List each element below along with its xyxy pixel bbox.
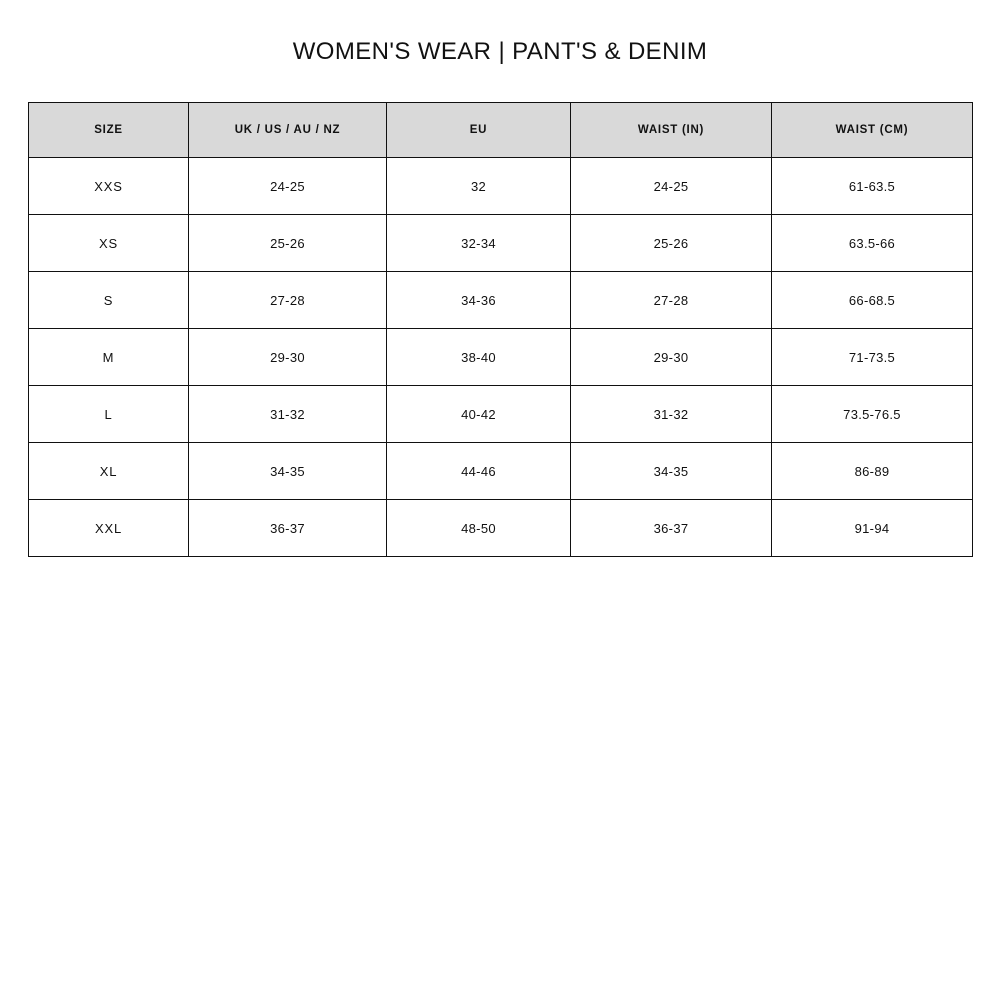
table-row: XL 34-35 44-46 34-35 86-89 [28, 442, 973, 500]
cell-eu: 32-34 [386, 214, 571, 272]
table-row: XXS 24-25 32 24-25 61-63.5 [28, 157, 973, 215]
table-body: XXS 24-25 32 24-25 61-63.5 XS 25-26 32-3… [28, 157, 973, 557]
cell-uk-us-au-nz: 25-26 [188, 214, 387, 272]
cell-uk-us-au-nz: 29-30 [188, 328, 387, 386]
cell-waist-cm: 61-63.5 [771, 157, 973, 215]
cell-size: XXS [28, 157, 189, 215]
table-row: XXL 36-37 48-50 36-37 91-94 [28, 499, 973, 557]
cell-waist-cm: 91-94 [771, 499, 973, 557]
page-title: WOMEN'S WEAR | PANT'S & DENIM [292, 38, 708, 65]
cell-size: S [28, 271, 189, 329]
cell-waist-in: 24-25 [570, 157, 772, 215]
cell-waist-in: 27-28 [570, 271, 772, 329]
cell-eu: 44-46 [386, 442, 571, 500]
cell-eu: 40-42 [386, 385, 571, 443]
cell-waist-in: 31-32 [570, 385, 772, 443]
cell-uk-us-au-nz: 24-25 [188, 157, 387, 215]
cell-uk-us-au-nz: 27-28 [188, 271, 387, 329]
table-header-row: SIZE UK / US / AU / NZ EU WAIST (IN) WAI… [28, 102, 973, 158]
cell-eu: 32 [386, 157, 571, 215]
table-row: L 31-32 40-42 31-32 73.5-76.5 [28, 385, 973, 443]
table-row: S 27-28 34-36 27-28 66-68.5 [28, 271, 973, 329]
cell-waist-in: 29-30 [570, 328, 772, 386]
cell-waist-cm: 66-68.5 [771, 271, 973, 329]
cell-size: M [28, 328, 189, 386]
cell-uk-us-au-nz: 31-32 [188, 385, 387, 443]
cell-eu: 34-36 [386, 271, 571, 329]
cell-waist-in: 36-37 [570, 499, 772, 557]
size-chart-table: SIZE UK / US / AU / NZ EU WAIST (IN) WAI… [28, 102, 973, 557]
cell-eu: 38-40 [386, 328, 571, 386]
cell-uk-us-au-nz: 36-37 [188, 499, 387, 557]
cell-waist-cm: 86-89 [771, 442, 973, 500]
cell-size: XL [28, 442, 189, 500]
table-row: XS 25-26 32-34 25-26 63.5-66 [28, 214, 973, 272]
column-header-waist-in: WAIST (IN) [570, 102, 772, 158]
cell-waist-cm: 71-73.5 [771, 328, 973, 386]
column-header-size: SIZE [28, 102, 189, 158]
column-header-eu: EU [386, 102, 571, 158]
cell-uk-us-au-nz: 34-35 [188, 442, 387, 500]
cell-eu: 48-50 [386, 499, 571, 557]
table-row: M 29-30 38-40 29-30 71-73.5 [28, 328, 973, 386]
cell-waist-cm: 73.5-76.5 [771, 385, 973, 443]
column-header-uk-us-au-nz: UK / US / AU / NZ [188, 102, 387, 158]
cell-size: L [28, 385, 189, 443]
cell-waist-in: 25-26 [570, 214, 772, 272]
table-header: SIZE UK / US / AU / NZ EU WAIST (IN) WAI… [28, 102, 973, 158]
column-header-waist-cm: WAIST (CM) [771, 102, 973, 158]
cell-waist-cm: 63.5-66 [771, 214, 973, 272]
cell-waist-in: 34-35 [570, 442, 772, 500]
cell-size: XS [28, 214, 189, 272]
cell-size: XXL [28, 499, 189, 557]
